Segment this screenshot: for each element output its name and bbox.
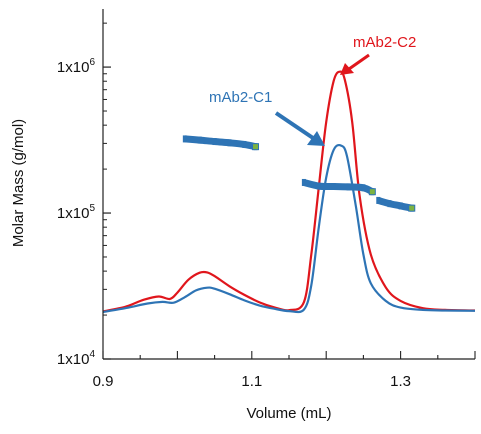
annotation-mab2-c1-arrowhead: [307, 131, 325, 146]
series-line-mab2-c1: [102, 143, 476, 314]
molar-mass-endpoint: [408, 204, 416, 212]
molar-mass-endpoint: [368, 188, 376, 196]
molar-mass-point: [227, 139, 232, 147]
molar-mass-point: [376, 196, 381, 204]
annotation-layer: mAb2-C2 mAb2-C1: [209, 34, 416, 146]
y-tick-label: 1x106: [57, 57, 96, 76]
annotation-mab2-c1-arrow-shaft: [274, 111, 315, 140]
molar-mass-point: [242, 140, 247, 148]
molar-mass-point: [212, 138, 217, 146]
ticks-layer: 1x104 1x105 1x106 0.9 1.1 1.3: [57, 57, 411, 390]
x-tick-label: 0.9: [93, 373, 114, 390]
y-tick-label: 1x105: [57, 203, 96, 222]
molar-mass-point: [331, 182, 336, 190]
molar-mass-endpoint: [252, 143, 260, 151]
x-axis-title: Volume (mL): [246, 405, 331, 422]
plot-area: [103, 9, 475, 359]
molar-mass-point: [301, 178, 306, 186]
molar-mass-point: [316, 182, 321, 190]
axes-layer: [102, 9, 476, 360]
annotation-mab2-c1-label: mAb2-C1: [209, 89, 272, 106]
series-line-mab2-c2: [102, 70, 476, 313]
x-tick-label: 1.3: [390, 373, 411, 390]
annotation-mab2-c2-arrow-shaft: [348, 53, 370, 71]
annotation-mab2-c2-label: mAb2-C2: [353, 34, 416, 51]
molar-mass-point: [387, 200, 392, 208]
molar-mass-segment: [377, 197, 413, 212]
y-axis-title: Molar Mass (g/mol): [10, 119, 27, 247]
molar-mass-point: [182, 135, 187, 143]
annotation-mab2-c2-arrowhead: [340, 63, 354, 75]
molar-mass-point: [361, 184, 366, 192]
molar-mass-point: [398, 202, 403, 210]
y-tick-label: 1x104: [57, 349, 96, 368]
x-tick-label: 1.1: [241, 373, 262, 390]
series-layer: [102, 70, 476, 314]
molar-mass-point: [197, 136, 202, 144]
molar-mass-point: [346, 183, 351, 191]
